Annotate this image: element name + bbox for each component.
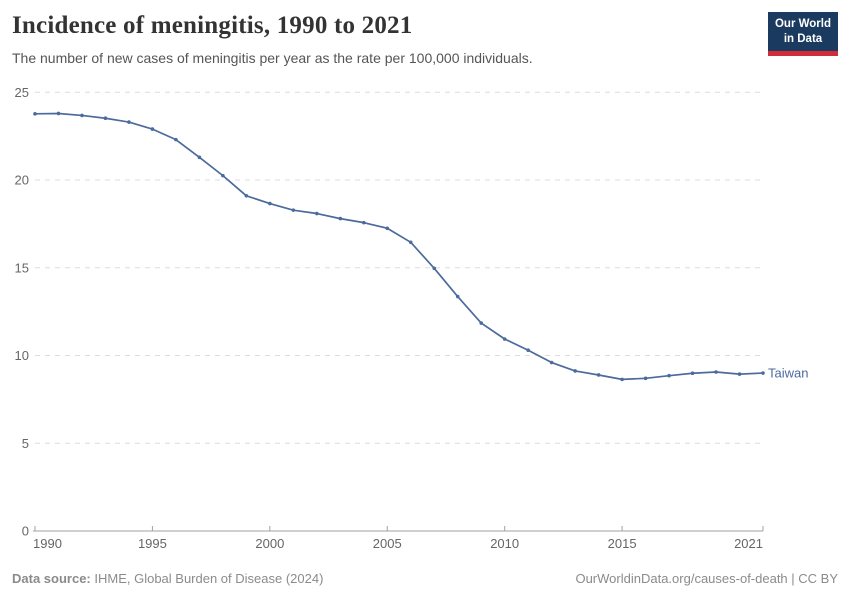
- data-point: [361, 220, 366, 225]
- data-point: [315, 211, 319, 216]
- y-tick-label: 15: [15, 260, 29, 275]
- data-point: [103, 116, 108, 121]
- x-tick-label: 1990: [33, 536, 62, 551]
- data-point: [174, 137, 178, 142]
- data-point: [596, 373, 601, 377]
- data-point: [714, 370, 718, 374]
- data-point: [667, 373, 671, 378]
- page-footer: Data source: IHME, Global Burden of Dise…: [12, 571, 838, 586]
- data-point: [502, 337, 507, 341]
- data-point: [268, 201, 272, 206]
- data-point: [408, 240, 413, 245]
- x-tick-label: 2005: [373, 536, 402, 551]
- data-point: [573, 369, 577, 373]
- y-tick-label: 10: [15, 348, 29, 363]
- page-title: Incidence of meningitis, 1990 to 2021: [12, 12, 413, 39]
- series-label: Taiwan: [768, 366, 808, 381]
- x-tick-label: 2000: [255, 536, 284, 551]
- y-tick-label: 5: [22, 436, 29, 451]
- x-tick-label: 2015: [608, 536, 637, 551]
- y-tick-label: 0: [22, 524, 29, 539]
- footer-source: Data source: IHME, Global Burden of Dise…: [12, 571, 323, 586]
- y-tick-label: 25: [15, 85, 29, 100]
- owid-logo-line2: in Data: [783, 33, 823, 45]
- data-point: [338, 216, 343, 221]
- data-point: [385, 226, 390, 231]
- data-point: [761, 371, 765, 375]
- data-point: [221, 173, 225, 178]
- chart-subtitle: The number of new cases of meningitis pe…: [12, 50, 533, 66]
- data-point: [455, 294, 460, 299]
- data-point: [690, 371, 695, 376]
- footer-source-text: IHME, Global Burden of Disease (2024): [90, 571, 324, 586]
- data-point: [620, 377, 624, 382]
- data-point: [479, 321, 483, 325]
- footer-source-label: Data source:: [12, 571, 91, 586]
- x-tick-label: 1995: [138, 536, 167, 551]
- footer-license: OurWorldinData.org/causes-of-death | CC …: [575, 571, 838, 586]
- data-point: [127, 120, 131, 124]
- data-point: [244, 193, 249, 198]
- data-point: [432, 266, 437, 271]
- y-tick-label: 20: [15, 173, 29, 188]
- data-point: [197, 155, 202, 160]
- data-point: [33, 112, 37, 116]
- data-point: [526, 348, 530, 353]
- data-point: [56, 111, 61, 116]
- data-point: [549, 360, 554, 365]
- series-line-taiwan: [34, 112, 764, 381]
- data-point: [150, 127, 155, 131]
- data-point: [643, 376, 648, 381]
- owid-logo: Our World in Data: [768, 12, 838, 56]
- x-tick-label: 2021: [734, 536, 763, 551]
- data-point: [737, 372, 742, 376]
- owid-logo-line1: Our World: [774, 18, 831, 30]
- data-point: [291, 208, 296, 212]
- data-point: [80, 113, 84, 118]
- x-tick-label: 2010: [490, 536, 519, 551]
